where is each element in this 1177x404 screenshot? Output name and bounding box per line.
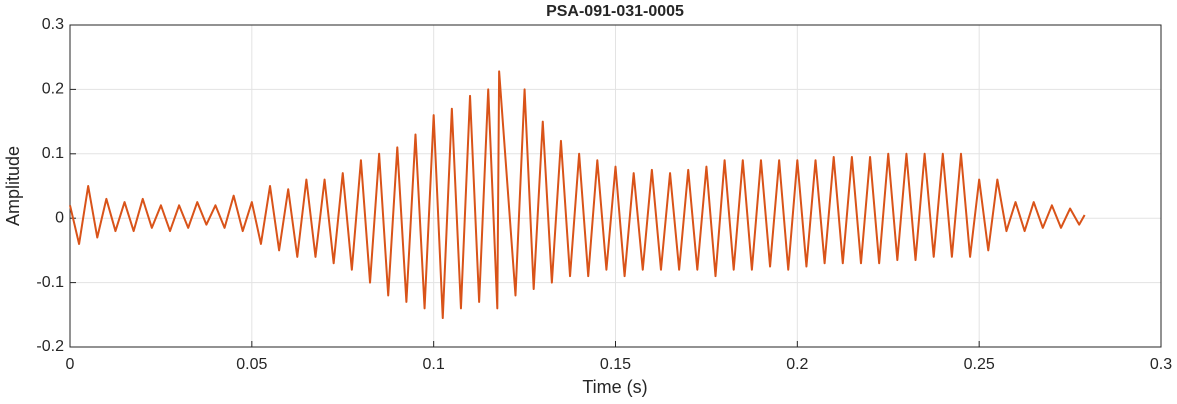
x-tick-label: 0.05 [236, 356, 267, 373]
y-tick-label: 0 [55, 209, 64, 226]
y-tick-label: 0.1 [42, 145, 64, 162]
chart-title: PSA-091-031-0005 [546, 3, 684, 20]
x-tick-label: 0.25 [964, 356, 995, 373]
data-line [69, 70, 1086, 320]
x-tick-label: 0.1 [423, 356, 445, 373]
y-tick-label: -0.1 [36, 274, 64, 291]
y-tick-label: 0.3 [42, 16, 64, 33]
x-tick-label: 0.3 [1150, 356, 1172, 373]
x-axis-label: Time (s) [582, 377, 647, 397]
x-tick-label: 0.2 [786, 356, 808, 373]
plot-frame [69, 24, 1162, 348]
x-tick-label: 0.15 [600, 356, 631, 373]
y-tick-label: -0.2 [36, 338, 64, 355]
y-tick-label: 0.2 [42, 81, 64, 98]
x-tick-label: 0 [66, 356, 75, 373]
y-axis-label: Amplitude [3, 146, 23, 226]
